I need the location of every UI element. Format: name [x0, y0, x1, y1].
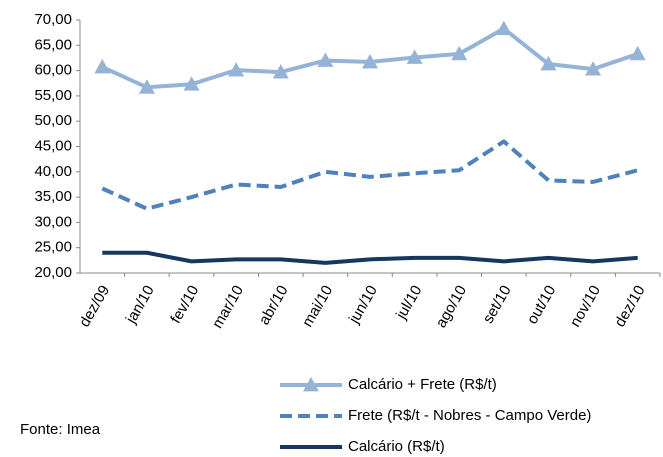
series-line: [101, 139, 639, 211]
x-tick-label: dez/09: [76, 282, 113, 330]
marker: [451, 45, 468, 61]
x-tick-label: abr/10: [256, 282, 292, 327]
x-tick-label: nov/10: [567, 282, 604, 330]
marker: [495, 20, 512, 36]
x-tick-label: dez/10: [611, 282, 648, 330]
marker: [138, 79, 155, 94]
marker: [362, 53, 378, 69]
x-tick-label: mar/10: [209, 282, 247, 331]
y-tick-label: 40,00: [34, 163, 72, 180]
legend-label: Calcário + Frete (R$/t): [348, 376, 497, 393]
source-note: Fonte: Imea: [20, 421, 101, 438]
y-tick-label: 70,00: [34, 11, 72, 28]
marker: [183, 76, 200, 91]
marker: [94, 59, 111, 74]
legend-marker: [303, 377, 319, 392]
series-line: [102, 250, 638, 265]
x-tick-label: jan/10: [122, 282, 158, 327]
y-tick-label: 30,00: [34, 213, 72, 230]
marker: [540, 56, 557, 71]
y-tick-label: 45,00: [34, 137, 72, 154]
marker: [406, 49, 423, 64]
marker: [228, 62, 245, 77]
legend-label: Calcário (R$/t): [348, 438, 445, 455]
marker: [272, 64, 289, 79]
x-tick-label: out/10: [524, 282, 560, 327]
x-tick-label: jun/10: [345, 282, 381, 327]
y-tick-label: 25,00: [34, 239, 72, 256]
x-tick-label: jul/10: [392, 282, 425, 322]
marker: [585, 61, 602, 76]
y-tick-label: 55,00: [34, 87, 72, 104]
x-tick-label: ago/10: [432, 282, 470, 330]
y-tick-label: 60,00: [34, 62, 72, 79]
y-tick-label: 35,00: [34, 188, 72, 205]
marker: [317, 52, 334, 67]
x-tick-label: mai/10: [299, 282, 336, 329]
x-tick-label: set/10: [480, 282, 515, 326]
marker: [629, 45, 646, 61]
x-tick-label: fev/10: [167, 282, 202, 326]
y-tick-label: 50,00: [34, 112, 72, 129]
y-tick-label: 20,00: [34, 264, 72, 281]
legend-label: Frete (R$/t - Nobres - Campo Verde): [348, 407, 591, 424]
y-tick-label: 65,00: [34, 36, 72, 53]
